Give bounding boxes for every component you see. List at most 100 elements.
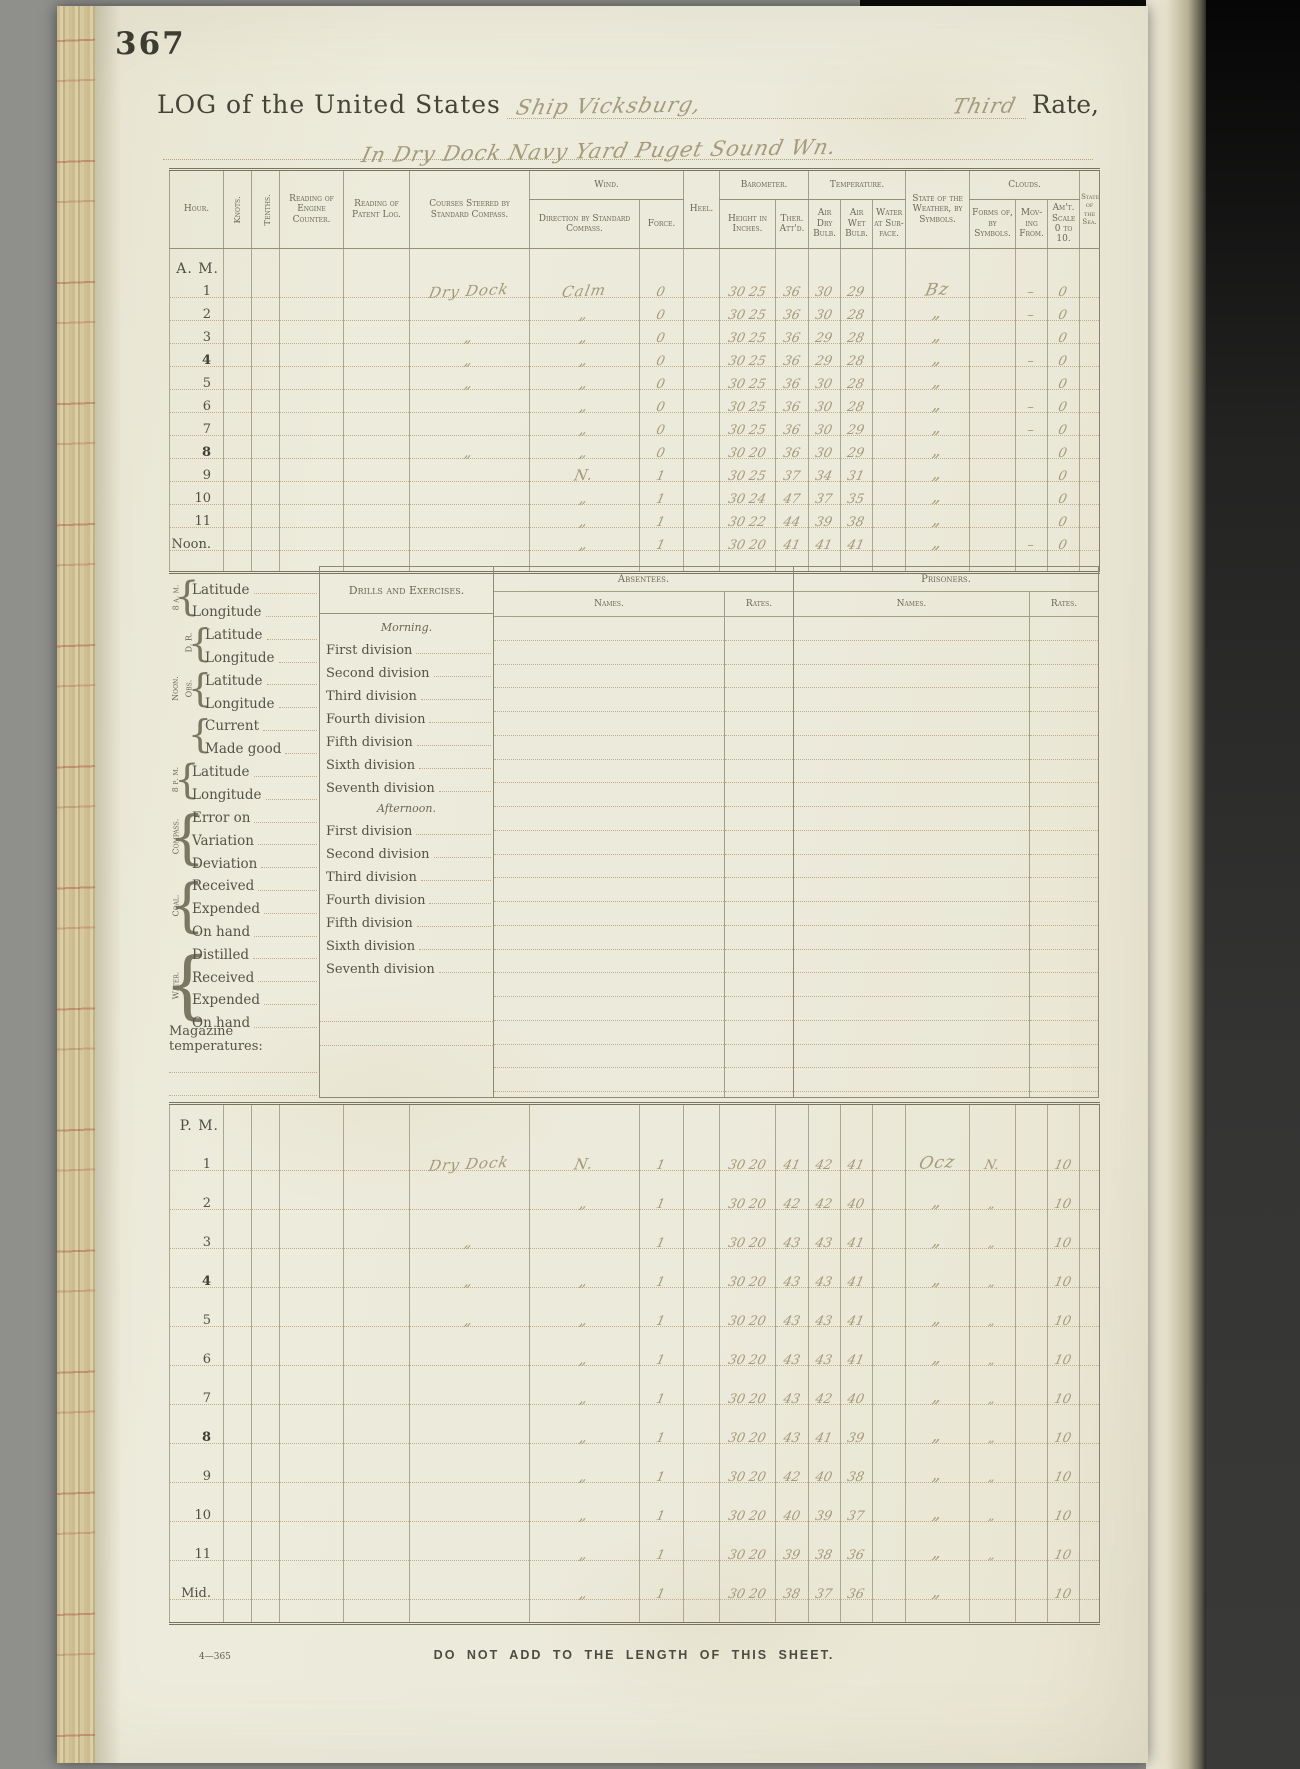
cell-heel [683,1103,720,1132]
cell-cloud-moving [1015,366,1048,390]
cell-barometer-ther: 41 [775,527,809,553]
cell-cloud-amount: 0 [1047,274,1080,300]
cell-cloud-forms [969,504,1016,528]
cell-cloud-forms [969,435,1016,459]
cell-barometer-height: 30 20 [719,1521,776,1563]
cell-barometer-height: 30 25 [719,297,776,323]
cell-wind-force: 1 [639,1404,684,1446]
cell-barometer-height: 30 20 [719,1326,776,1368]
cell-hour: 6 [169,1326,224,1367]
cell-cloud-moving: – [1015,412,1048,438]
cell-air-wet-bulb: 35 [840,481,873,507]
cell-tenths [251,1248,280,1288]
cell-water-surface [872,248,906,275]
cell-tenths [251,1599,280,1624]
nav-group-8am: 8 a. m. { Latitude Longitude [169,574,319,620]
cell-weather-symbols: „ [905,527,970,553]
cell-barometer-height: 30 25 [719,320,776,346]
cell-wind-direction: „ [529,1443,640,1485]
cell-cloud-amount: 10 [1047,1365,1080,1407]
log-table-row: 4 „ „ 0 30 25 36 29 28 „ – 0 [169,343,1100,369]
cell-hour: 8 [169,1404,224,1445]
cell-knots [223,504,252,528]
cell-cloud-amount [1047,1599,1080,1624]
log-table-row: 11 „ 1 30 22 44 39 38 „ 0 [169,504,1100,530]
cell-tenths [251,366,280,390]
cell-tenths [251,1404,280,1444]
cell-weather-symbols: „ [905,343,970,369]
cell-engine-counter [279,343,344,367]
log-table-row: 3 „ „ 0 30 25 36 29 28 „ 0 [169,320,1100,346]
cell-engine-counter [279,1443,344,1483]
cell-weather-symbols: „ [905,1521,970,1563]
cell-cloud-amount: 0 [1047,527,1080,553]
cell-cloud-moving: – [1015,527,1048,553]
cell-wind-force: 1 [638,504,684,530]
cell-air-wet-bulb: 31 [840,458,873,484]
cell-wind-direction [529,1209,640,1249]
cell-wind-direction: „ [529,1170,640,1212]
cell-patent-log [343,1170,410,1210]
cell-engine-counter [279,1103,344,1132]
cell-hour: Mid. [169,1560,224,1601]
cell-knots [223,1521,252,1561]
cell-tenths [251,1287,280,1327]
cell-weather-symbols [905,550,970,573]
cell-wind-force: 1 [639,1209,684,1251]
cell-wind-direction: „ [529,366,640,392]
cell-sea-state [1079,389,1100,413]
title-printed-prefix: LOG of the United States [157,90,501,119]
location-handwritten: In Dry Dock Navy Yard Puget Sound Wn. [359,134,840,168]
log-table-row [169,550,1100,573]
cell-heel [683,1599,720,1624]
cell-cloud-amount [1047,1103,1080,1132]
cell-knots [223,1131,252,1171]
cell-barometer-height: 30 20 [719,1482,776,1524]
cell-air-dry-bulb: 38 [808,1521,841,1563]
cell-cloud-forms: „ [969,1365,1016,1407]
cell-hour: 1 [169,274,224,299]
cell-air-dry-bulb: 37 [808,1560,841,1602]
cell-air-dry-bulb: 30 [808,366,841,392]
cell-cloud-moving [1015,1443,1048,1483]
cell-engine-counter [279,1599,344,1624]
cell-wind-direction: „ [529,527,640,553]
cell-hour: 9 [169,458,224,483]
cell-knots [223,1103,252,1132]
cell-knots [223,343,252,367]
cell-knots [223,1209,252,1249]
nav-group-coal: Coal. { Received Expended On hand [169,871,319,939]
cell-wind-direction: „ [529,412,640,438]
cell-patent-log [343,412,410,436]
cell-cloud-amount: 0 [1047,389,1080,415]
cell-wind-force: 1 [639,1560,684,1602]
cell-hour: 6 [169,389,224,414]
cell-water-surface [872,504,906,528]
cell-water-surface [872,1521,906,1561]
cell-sea-state [1079,1131,1100,1171]
cell-heel [683,1521,720,1561]
cell-wind-direction [529,1599,640,1624]
drill-division-row: First division [320,815,493,838]
cell-barometer-height: 30 22 [719,504,776,530]
cell-air-dry-bulb: 30 [808,412,841,438]
cell-course-steered: „ [409,1287,530,1329]
cell-weather-symbols [905,1103,970,1132]
cell-engine-counter [279,1248,344,1288]
cell-cloud-amount: 0 [1047,412,1080,438]
cell-heel [683,1443,720,1483]
cell-cloud-forms: „ [969,1170,1016,1212]
cell-tenths [251,389,280,413]
cell-tenths [251,1365,280,1405]
cell-barometer-height: 30 25 [719,274,776,300]
drill-division-row: Fourth division [320,884,493,907]
title-fill-line: Ship Vicksburg, Third [506,92,1026,120]
cell-sea-state [1079,481,1100,505]
log-table-row: 6 „ 1 30 20 43 43 41 „ „ 10 [169,1326,1100,1368]
cell-water-surface [872,1170,906,1210]
nav-row: Longitude [192,597,319,620]
cell-patent-log [343,1365,410,1405]
cell-wind-direction: „ [529,504,640,530]
cell-barometer-ther: 42 [775,1443,809,1485]
col-header-cloud-moving: Mov-ing From. [1015,199,1048,249]
